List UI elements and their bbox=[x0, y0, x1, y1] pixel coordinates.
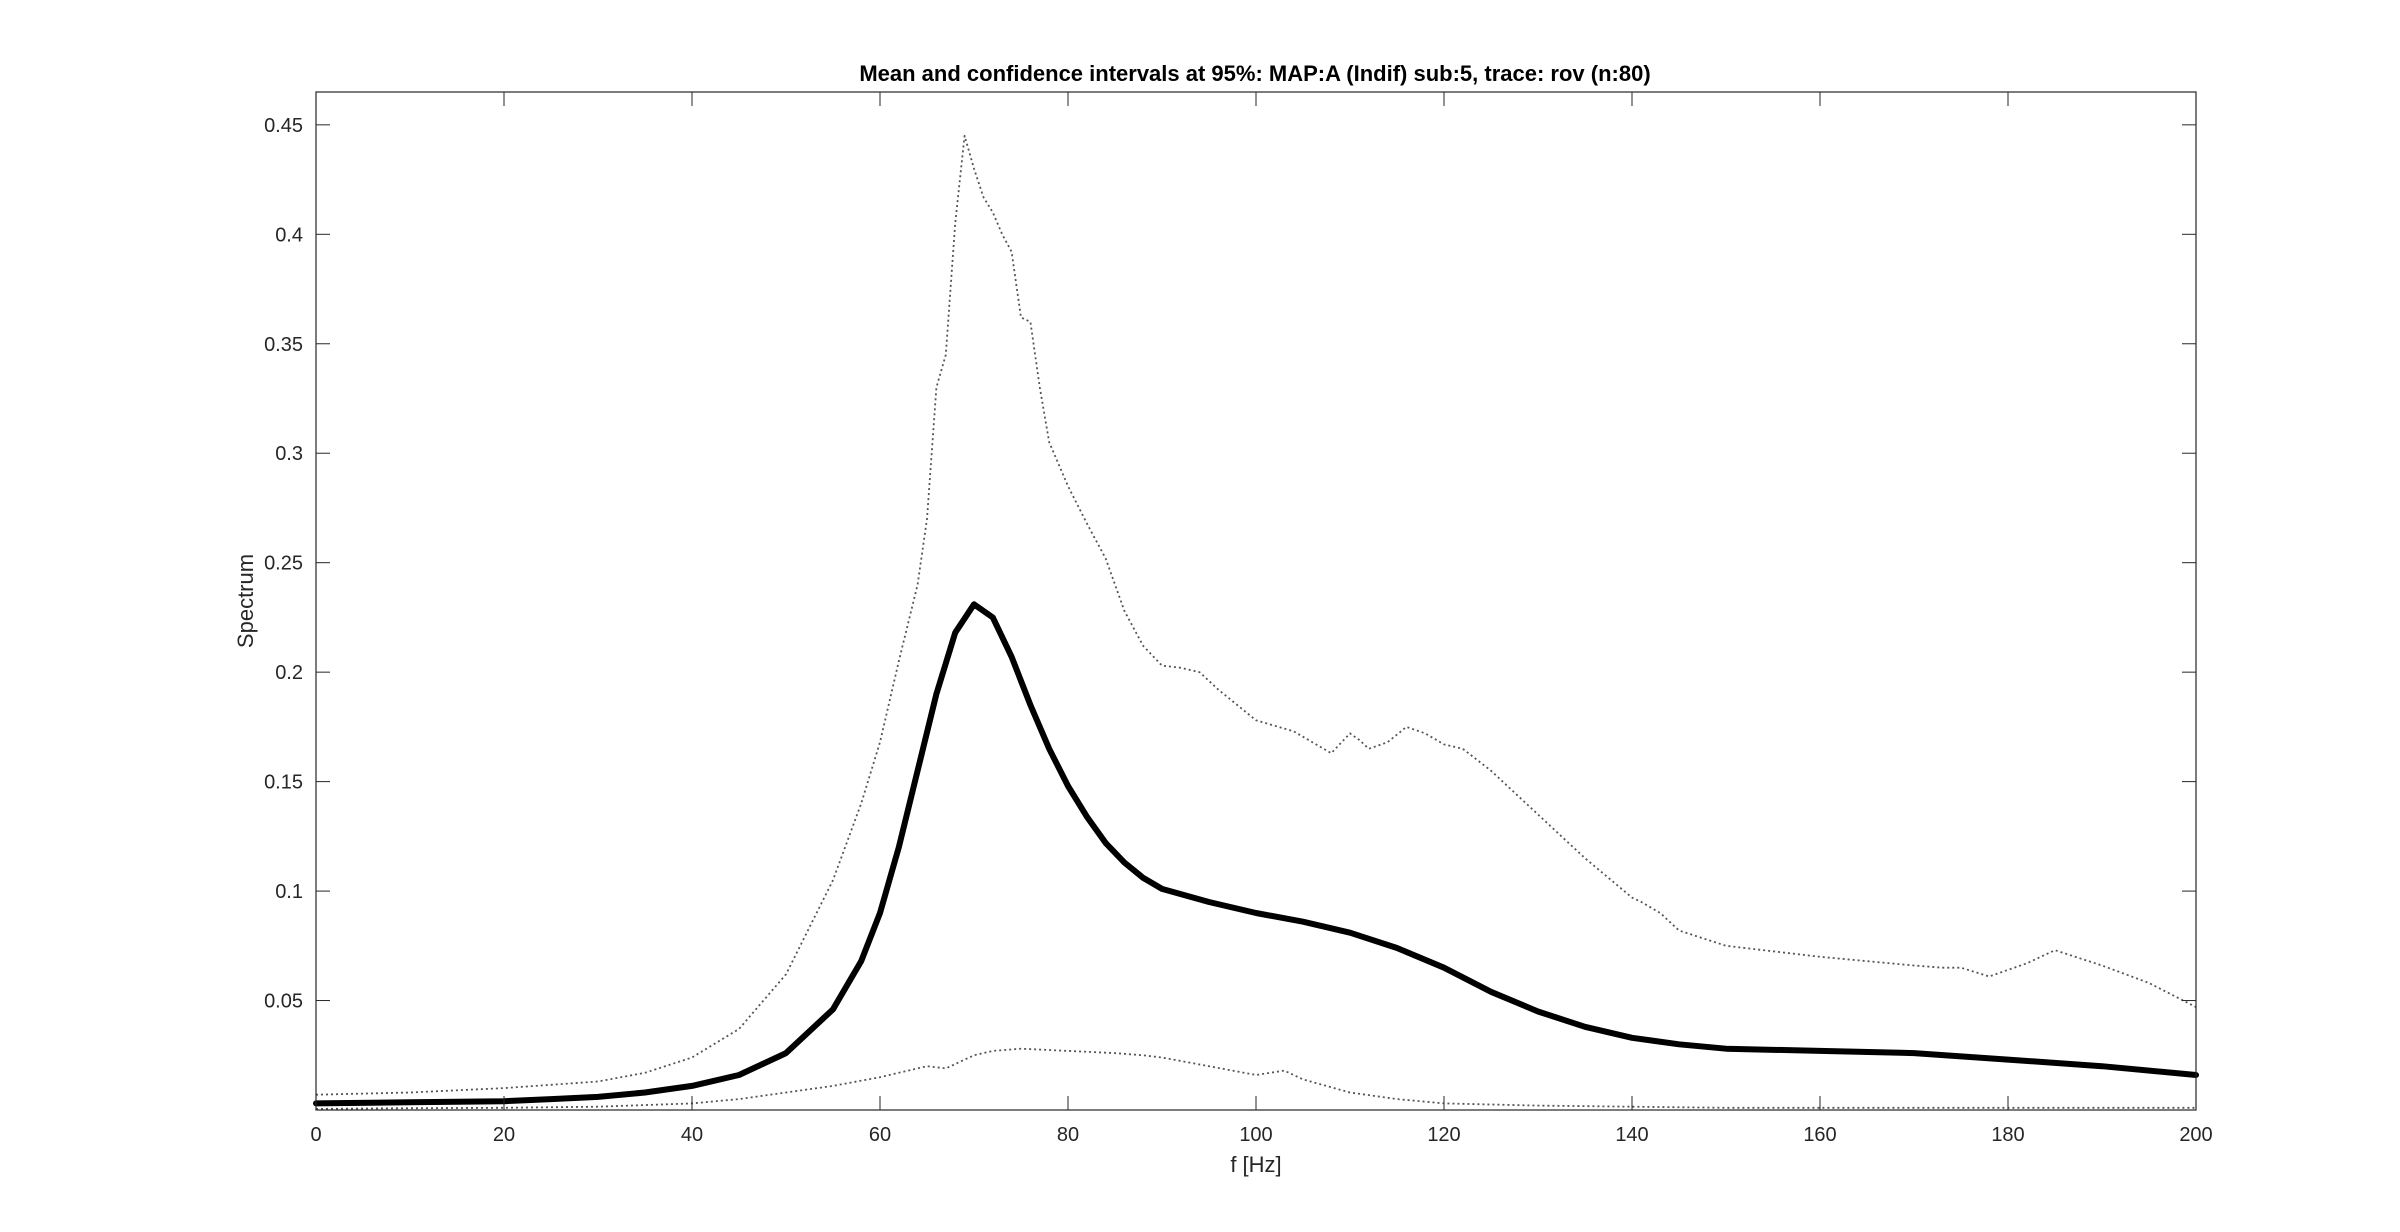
y-tick-label: 0.35 bbox=[264, 334, 303, 356]
x-tick-label: 120 bbox=[1427, 1124, 1460, 1146]
y-tick-label: 0.15 bbox=[264, 772, 303, 794]
series-layer bbox=[313, 134, 2199, 1110]
x-axis-label: f [Hz] bbox=[1230, 1152, 1281, 1177]
x-tick-label: 80 bbox=[1057, 1124, 1079, 1146]
y-axis-label: Spectrum bbox=[233, 554, 258, 648]
y-tick-label: 0.1 bbox=[275, 881, 303, 903]
x-axis: 0 20 40 60 80 100 120 140 160 180 200 bbox=[310, 92, 2213, 1146]
x-tick-label: 140 bbox=[1615, 1124, 1648, 1146]
plot-area bbox=[316, 92, 2196, 1110]
y-tick-label: 0.2 bbox=[275, 662, 303, 684]
x-tick-label: 180 bbox=[1991, 1124, 2024, 1146]
y-tick-label: 0.4 bbox=[275, 224, 303, 246]
x-tick-label: 200 bbox=[2179, 1124, 2212, 1146]
x-tick-label: 100 bbox=[1239, 1124, 1272, 1146]
x-tick-label: 160 bbox=[1803, 1124, 1836, 1146]
y-tick-label: 0.3 bbox=[275, 443, 303, 465]
y-tick-label: 0.45 bbox=[264, 115, 303, 137]
y-tick-label: 0.05 bbox=[264, 991, 303, 1013]
lower-ci-line bbox=[315, 1047, 2196, 1110]
chart-title: Mean and confidence intervals at 95%: MA… bbox=[859, 61, 1650, 86]
x-tick-label: 0 bbox=[310, 1124, 321, 1146]
mean-line bbox=[313, 601, 2199, 1107]
x-tick-label: 20 bbox=[493, 1124, 515, 1146]
upper-ci-line bbox=[315, 134, 2197, 1096]
y-tick-label: 0.25 bbox=[264, 553, 303, 575]
x-tick-label: 60 bbox=[869, 1124, 891, 1146]
y-axis: 0.05 0.1 0.15 0.2 0.25 0.3 0.35 0.4 0.45 bbox=[264, 115, 2196, 1013]
x-tick-label: 40 bbox=[681, 1124, 703, 1146]
